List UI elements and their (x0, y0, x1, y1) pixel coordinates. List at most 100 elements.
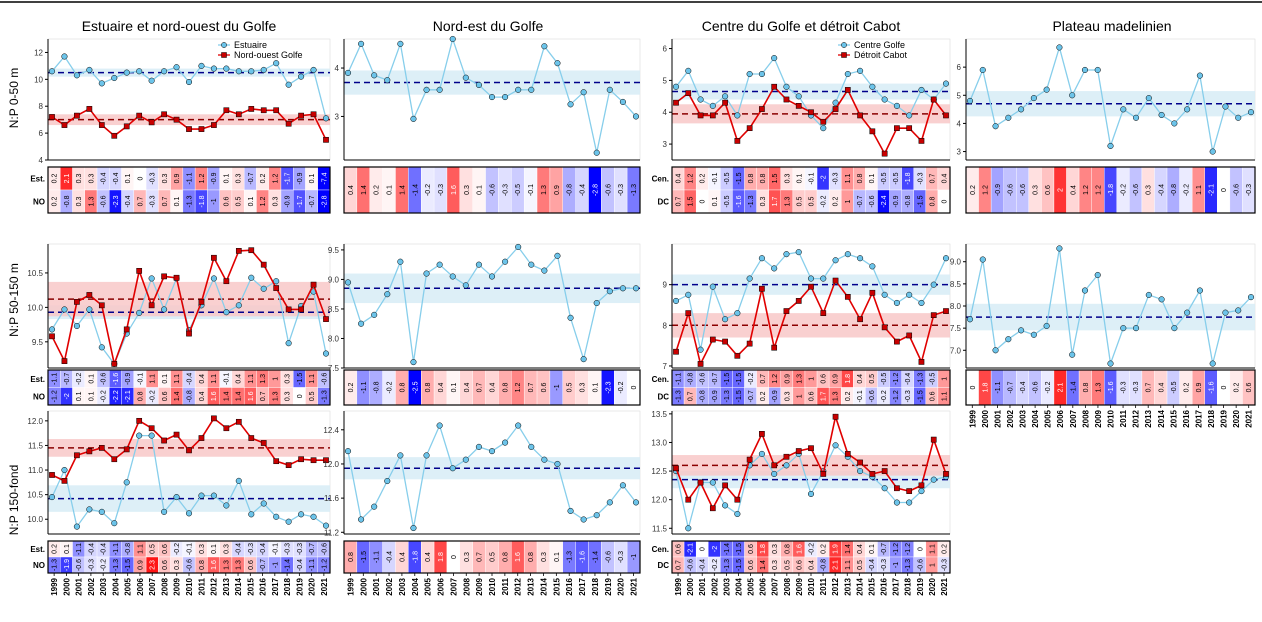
data-point (722, 502, 729, 509)
data-point (1056, 44, 1063, 51)
anomaly-value: -0.2 (150, 390, 157, 402)
data-point (198, 62, 205, 69)
y-tick-label: 12.4 (323, 426, 339, 435)
data-point (807, 275, 815, 282)
anomaly-table-border (343, 166, 641, 214)
anomaly-value: -1.6 (580, 551, 587, 563)
anomaly-value: -1.9 (64, 559, 71, 571)
data-point (869, 289, 876, 296)
data-point (869, 128, 876, 135)
data-point (161, 273, 167, 280)
data-point (673, 99, 679, 106)
anomaly-value: 1.2 (982, 185, 989, 195)
data-point (746, 70, 753, 78)
data-point (449, 273, 456, 280)
year-label: 2000 (981, 409, 990, 427)
data-point (358, 40, 365, 47)
data-point (734, 112, 741, 119)
data-point (1094, 271, 1101, 279)
sd-band (344, 70, 640, 95)
anomaly-value: 0.7 (929, 174, 936, 184)
anomaly-value: 1.7 (821, 391, 828, 401)
anomaly-value: -0.6 (605, 184, 612, 196)
y-tick-label: 10 (34, 75, 43, 84)
anomaly-value: -0.4 (260, 543, 267, 555)
anomaly-value: 0.2 (374, 185, 381, 195)
year-label: 2014 (234, 577, 243, 595)
anomaly-value: -0.8 (905, 195, 912, 207)
anomaly-value: -0.7 (748, 390, 755, 402)
data-point (894, 125, 900, 132)
anomaly-value: 0.7 (138, 197, 145, 207)
data-point (260, 66, 267, 73)
anomaly-value: 2.1 (1058, 383, 1065, 393)
anomaly-value: 1.1 (174, 374, 181, 384)
data-point (285, 120, 292, 127)
year-label: 2018 (283, 577, 292, 595)
data-point (123, 326, 130, 333)
y-tick-label: 12.0 (323, 460, 339, 469)
anomaly-value: -1.6 (1209, 381, 1216, 393)
year-label: 2017 (1195, 409, 1204, 427)
anomaly-value: 1.3 (223, 560, 230, 570)
anomaly-value: 0.5 (869, 374, 876, 384)
anomaly-row-label: DC (657, 392, 669, 401)
anomaly-value: -0.1 (272, 543, 279, 555)
data-point (502, 258, 509, 265)
panel-centre_150_fond: 11.512.012.513.013.50.6 -2.1 0 -2 -1.4 -1.5 0.… (651, 410, 951, 574)
anomaly-table-nordest_150_fond: 0.8 -1.5 -1.1 -0.4 0.4 -1.8 0.4 1.8 0 0.3 0.7 0.5 0.… (343, 540, 641, 574)
anomaly-value: 1.3 (541, 185, 548, 195)
year-label: 2010 (807, 577, 816, 595)
data-point (515, 86, 522, 93)
anomaly-value: 2.3 (150, 560, 157, 570)
anomaly-value: 0.3 (464, 185, 471, 195)
year-label: 2019 (1220, 409, 1229, 427)
anomaly-value: 0.3 (772, 544, 779, 554)
year-label: 2003 (99, 577, 108, 595)
year-label: 2010 (185, 577, 194, 595)
anomaly-value: -1.5 (297, 373, 304, 385)
data-point (580, 356, 587, 363)
anomaly-value: -0.6 (1133, 184, 1140, 196)
data-point (235, 477, 242, 484)
anomaly-value: -0.4 (101, 172, 108, 184)
anomaly-value: 0.6 (821, 374, 828, 384)
anomaly-value: -0.7 (1008, 381, 1015, 393)
anomaly-table-plateau_50_150: 0 1.8 -1.1 -0.7 -0.4 -0.6 -0.2 2.1 -1.4 0.8 1.3 -1.… (965, 369, 1256, 406)
anomaly-value: 0.3 (541, 552, 548, 562)
anomaly-value: 0.1 (64, 544, 71, 554)
y-tick-label: 3 (957, 148, 962, 157)
data-point (881, 96, 888, 103)
data-point (918, 482, 925, 489)
anomaly-value: 0 (451, 555, 458, 559)
anomaly-value: 0 (1221, 188, 1228, 192)
data-point (893, 499, 900, 506)
anomaly-value: 0.3 (76, 174, 83, 184)
data-point (86, 292, 93, 298)
data-point (697, 346, 704, 353)
anomaly-value: 0.1 (174, 197, 181, 207)
data-point (844, 87, 851, 93)
y-tick-label: 12.0 (651, 496, 667, 505)
data-point (795, 298, 802, 304)
data-point (98, 122, 105, 128)
data-point (310, 457, 317, 464)
anomaly-value: -0.2 (1121, 184, 1128, 196)
anomaly-value: 1.9 (833, 544, 840, 554)
anomaly-value: 0.1 (88, 391, 95, 401)
data-point (310, 513, 317, 520)
year-label: 1999 (50, 577, 59, 595)
anomaly-value: -0.7 (309, 195, 316, 207)
anomaly-value: 0.3 (580, 383, 587, 393)
year-label: 2003 (398, 577, 407, 595)
data-point (709, 479, 716, 486)
anomaly-value: -1.8 (905, 172, 912, 184)
anomaly-value: 0.3 (223, 544, 230, 554)
anomaly-row-label: Cen. (652, 375, 669, 384)
anomaly-value: -1 (893, 562, 900, 568)
anomaly-value: 0.3 (772, 560, 779, 570)
data-point (211, 415, 217, 422)
data-point (844, 70, 851, 78)
data-point (1132, 325, 1140, 332)
anomaly-value: -0.7 (857, 195, 864, 207)
